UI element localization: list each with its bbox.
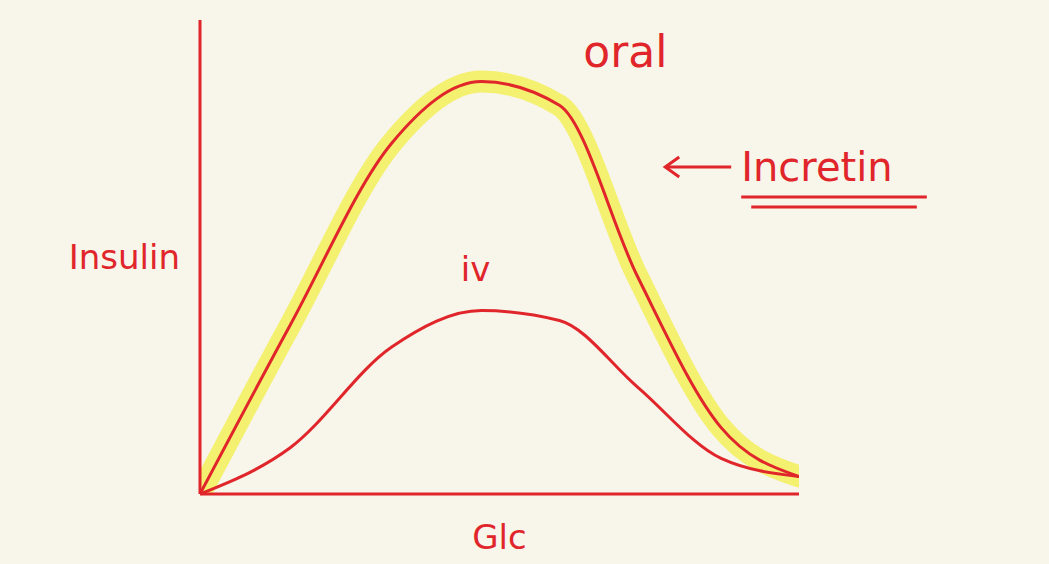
svg-text:iv: iv xyxy=(461,249,491,289)
svg-text:Insulin: Insulin xyxy=(69,237,180,277)
svg-text:Glc: Glc xyxy=(472,517,527,557)
svg-text:Incretin: Incretin xyxy=(741,144,892,190)
svg-text:oral: oral xyxy=(583,26,667,77)
